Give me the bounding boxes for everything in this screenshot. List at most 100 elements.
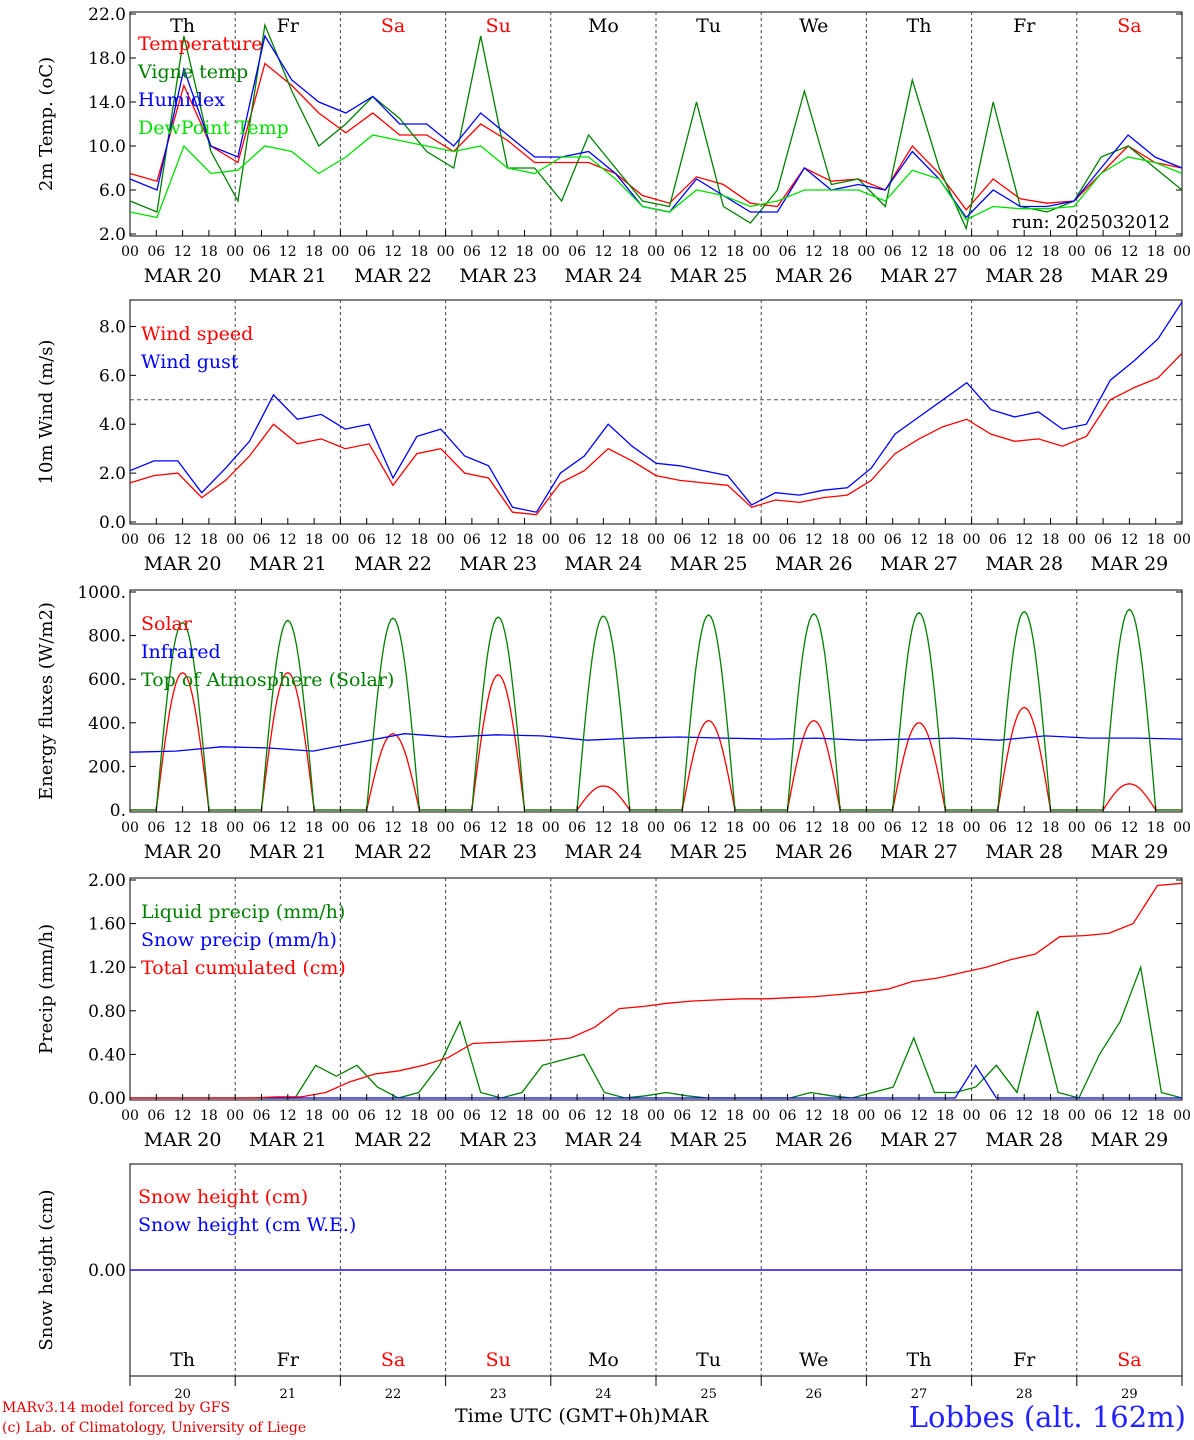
hour-tick-label: 18 [410,244,428,260]
hour-tick-label: 06 [989,1108,1007,1124]
hour-tick-label: 18 [1042,532,1060,548]
hour-tick-label: 12 [910,532,928,548]
legend-entry: Wind speed [141,323,253,345]
hour-tick-label: 06 [253,1108,271,1124]
legend-entry: Temperature [138,33,262,55]
y-tick-label: 14.0 [88,93,126,113]
y-tick-label: 6.0 [99,181,126,201]
hour-tick-label: 00 [857,820,875,836]
hour-tick-label: 00 [437,820,455,836]
date-label: MAR 24 [565,265,643,287]
date-label: MAR 21 [249,265,327,287]
series-line [129,22,1183,231]
hour-tick-label: 06 [884,532,902,548]
date-label: MAR 28 [985,841,1063,863]
date-label: MAR 22 [354,265,432,287]
weekday-label: Sa [1117,15,1141,37]
hour-tick-label: 00 [752,244,770,260]
weekday-label: Fr [1013,1349,1036,1371]
hour-tick-label: 06 [147,532,165,548]
hour-tick-label: 00 [647,1108,665,1124]
y-tick-label: 1.20 [88,958,126,978]
hour-tick-label: 12 [174,1108,192,1124]
hour-tick-label: 06 [779,244,797,260]
y-axis-label: Energy fluxes (W/m2) [36,602,57,800]
y-tick-label: 22.0 [88,5,126,25]
weekday-label: Th [907,15,932,37]
hour-tick-label: 12 [384,1108,402,1124]
series-line [129,352,1183,516]
hour-tick-label: 18 [1147,820,1165,836]
date-label: MAR 20 [144,553,222,575]
hour-tick-label: 06 [673,1108,691,1124]
date-label: MAR 29 [1091,841,1169,863]
y-tick-label: 0.40 [88,1045,126,1065]
legend-entry: Humidex [138,89,225,111]
hour-tick-label: 18 [726,820,744,836]
y-tick-label: 800. [88,627,126,647]
hour-tick-label: 00 [752,1108,770,1124]
day-number-label: 22 [385,1387,402,1400]
day-number-label: 20 [174,1387,191,1400]
hour-tick-label: 00 [963,1108,981,1124]
hour-tick-label: 18 [1147,1108,1165,1124]
hour-tick-label: 06 [1094,1108,1112,1124]
hour-tick-label: 00 [331,532,349,548]
hour-tick-label: 06 [989,820,1007,836]
hour-tick-label: 18 [200,532,218,548]
hour-tick-label: 00 [647,244,665,260]
hour-tick-label: 06 [779,532,797,548]
legend-entry: Wind gust [141,351,239,373]
date-label: MAR 26 [775,1129,853,1151]
hour-tick-label: 18 [726,1108,744,1124]
hour-tick-label: 12 [384,244,402,260]
date-label: MAR 26 [775,553,853,575]
hour-tick-label: 18 [726,244,744,260]
lab-credit: (c) Lab. of Climatology, University of L… [2,1420,307,1436]
hour-tick-label: 06 [358,244,376,260]
hour-tick-label: 12 [805,820,823,836]
hour-tick-label: 12 [279,244,297,260]
hour-tick-label: 00 [437,244,455,260]
hour-tick-label: 00 [226,820,244,836]
hour-tick-label: 06 [147,244,165,260]
weekday-label: Sa [381,15,405,37]
hour-tick-label: 18 [831,1108,849,1124]
panel-1: 2.0 6.0 10.0 14.0 18.0 22.0 2m Temp. (oC) Tempe… [36,5,1191,287]
legend-entry: Top of Atmosphere (Solar) [141,669,394,691]
hour-tick-label: 18 [200,1108,218,1124]
hour-tick-label: 06 [1094,532,1112,548]
hour-tick-label: 00 [226,532,244,548]
weekday-label: Mo [588,1349,619,1371]
weekday-label: Th [170,1349,195,1371]
hour-tick-label: 00 [1173,820,1191,836]
day-number-label: 24 [595,1387,612,1400]
hour-tick-label: 00 [647,820,665,836]
hour-tick-label: 18 [621,244,639,260]
y-tick-label: 18.0 [88,49,126,69]
hour-tick-label: 06 [463,532,481,548]
hour-tick-label: 12 [384,532,402,548]
day-number-label: 25 [700,1387,717,1400]
hour-tick-label: 00 [857,1108,875,1124]
series-line [129,62,1183,211]
hour-tick-label: 12 [489,244,507,260]
hour-tick-label: 12 [700,532,718,548]
legend-entry: Snow precip (mm/h) [141,929,337,951]
y-tick-label: 8.0 [99,317,126,337]
series-line [129,301,1183,513]
y-axis-label: Precip (mm/h) [36,924,57,1054]
hour-tick-label: 18 [305,1108,323,1124]
legend-entry: Snow height (cm W.E.) [138,1214,356,1236]
hour-tick-label: 12 [174,244,192,260]
date-label: MAR 23 [459,841,537,863]
y-tick-label: 0.00 [88,1089,126,1109]
hour-tick-label: 12 [384,820,402,836]
date-label: MAR 24 [565,553,643,575]
weekday-label: Th [907,1349,932,1371]
hour-tick-label: 06 [673,532,691,548]
date-label: MAR 24 [565,841,643,863]
hour-tick-label: 00 [121,820,139,836]
date-label: MAR 29 [1091,553,1169,575]
hour-tick-label: 18 [1147,532,1165,548]
